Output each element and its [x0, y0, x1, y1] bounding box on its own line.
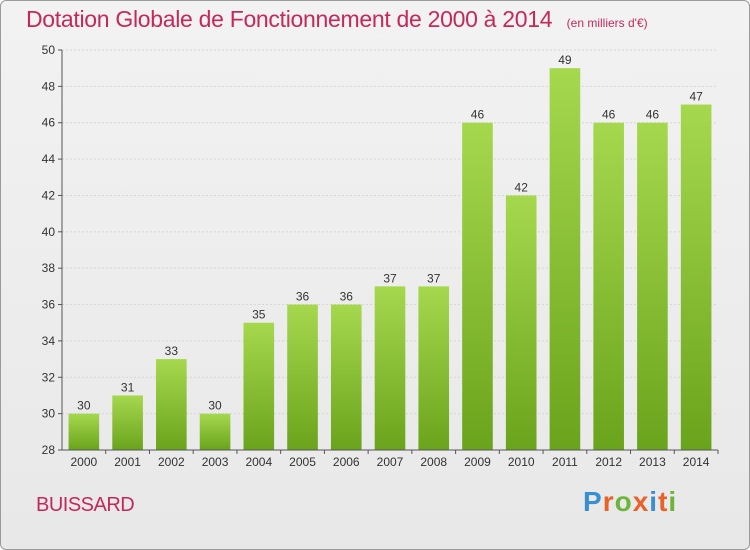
y-tick-label: 32 — [42, 370, 56, 384]
data-label-2005: 36 — [296, 290, 310, 304]
y-tick-label: 42 — [42, 188, 56, 202]
bar-2014 — [680, 104, 712, 450]
x-tick-label-2014: 2014 — [683, 455, 710, 469]
y-tick-label: 48 — [42, 79, 56, 93]
x-tick-label-2012: 2012 — [595, 455, 622, 469]
x-tick-label-2006: 2006 — [333, 455, 360, 469]
x-tick-label-2007: 2007 — [377, 455, 404, 469]
bar-2002 — [156, 359, 187, 450]
y-tick-label: 30 — [42, 407, 56, 421]
axis-layer: 28 30 32 34 36 38 40 42 44 46 48 50 2000 2001 2002 2003… — [42, 43, 719, 469]
bar-2003 — [199, 413, 231, 450]
chart-title-unit: (en milliers d'€) — [566, 16, 648, 30]
bar-2001 — [112, 395, 143, 450]
bar-2013 — [637, 122, 668, 451]
data-label-2007: 37 — [383, 271, 397, 285]
x-tick-label-2013: 2013 — [639, 455, 666, 469]
data-label-2004: 35 — [252, 308, 266, 322]
data-label-2010: 42 — [515, 180, 529, 194]
x-tick-label-2000: 2000 — [71, 455, 98, 469]
y-tick-label: 38 — [42, 261, 56, 275]
x-tick-label-2005: 2005 — [289, 455, 316, 469]
chart-title-main: Dotation Globale de Fonctionnement de 20… — [26, 6, 553, 32]
x-tick-label-2009: 2009 — [464, 455, 491, 469]
x-tick-label-2011: 2011 — [552, 455, 578, 469]
bar-2011 — [549, 68, 581, 450]
proxiti-logo: Proxiti — [583, 486, 678, 517]
bar-layer: 30 31 33 30 35 36 36 37 37 46 42 49 46 46 47 — [68, 53, 712, 451]
data-label-2006: 36 — [340, 290, 354, 304]
x-tick-label-2002: 2002 — [158, 455, 185, 469]
commune-name: BUISSARD — [36, 494, 135, 516]
data-label-2011: 49 — [558, 53, 572, 67]
x-tick-label-2001: 2001 — [114, 455, 141, 469]
bar-2010 — [505, 195, 537, 450]
y-tick-label: 40 — [42, 225, 56, 239]
y-tick-label: 44 — [42, 152, 56, 166]
data-label-2002: 33 — [165, 344, 179, 358]
y-tick-label: 50 — [42, 43, 56, 57]
y-tick-label: 28 — [42, 443, 56, 457]
bar-2005 — [287, 304, 318, 450]
bar-2007 — [374, 286, 406, 450]
bar-2000 — [68, 413, 100, 450]
bar-2004 — [243, 322, 275, 450]
data-label-2009: 46 — [471, 108, 485, 122]
y-tick-label: 36 — [42, 298, 56, 312]
data-label-2000: 30 — [77, 399, 91, 413]
y-tick-label: 46 — [42, 116, 56, 130]
x-tick-label-2004: 2004 — [245, 455, 272, 469]
chart-title: Dotation Globale de Fonctionnement de 20… — [26, 6, 648, 33]
bar-2008 — [418, 286, 450, 450]
bar-2006 — [330, 304, 362, 450]
x-tick-label-2008: 2008 — [420, 455, 447, 469]
x-tick-label-2003: 2003 — [202, 455, 229, 469]
data-label-2008: 37 — [427, 271, 441, 285]
data-label-2014: 47 — [689, 90, 703, 104]
bar-2009 — [462, 122, 493, 451]
data-label-2001: 31 — [121, 380, 135, 394]
data-label-2003: 30 — [208, 399, 222, 413]
data-label-2013: 46 — [646, 108, 660, 122]
x-tick-label-2010: 2010 — [508, 455, 535, 469]
data-label-2012: 46 — [602, 108, 616, 122]
y-tick-label: 34 — [42, 334, 56, 348]
bar-2012 — [593, 122, 624, 451]
